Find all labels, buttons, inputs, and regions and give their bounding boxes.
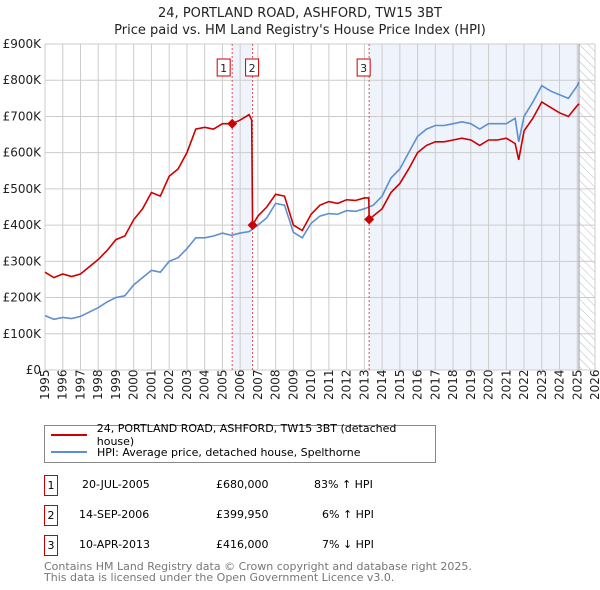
legend-swatch [51, 434, 87, 436]
property-price-line [44, 100, 580, 279]
legend-label: HPI: Average price, detached house, Spel… [97, 445, 361, 459]
y-tick-label: £200K [3, 291, 43, 305]
y-tick-label: £600K [3, 146, 43, 160]
x-tick-label: 2003 [180, 369, 194, 400]
sale-label: 1 [220, 62, 227, 75]
sale-point [364, 214, 375, 225]
sale-label-box [216, 58, 231, 77]
sale-price: £680,000 [216, 478, 269, 491]
x-tick-label: 2011 [322, 369, 336, 400]
shaded-period [369, 44, 580, 370]
sale-date: 10-APR-2013 [79, 538, 151, 551]
sale-label: 2 [249, 62, 256, 75]
sale-date: 20-JUL-2005 [82, 478, 150, 491]
x-tick-label: 2010 [304, 369, 318, 400]
sale-marker: 3 [44, 535, 58, 556]
x-tick-label: 2017 [428, 369, 442, 400]
sale-marker: 1 [44, 475, 58, 496]
footer-licence: This data is licensed under the Open Gov… [44, 571, 395, 584]
x-tick-label: 1996 [56, 369, 70, 400]
sale-hpi-diff: 7% ↓ HPI [322, 538, 374, 551]
sale-price: £416,000 [216, 538, 269, 551]
sale-marker: 2 [44, 505, 58, 526]
legend-item-hpi: HPI: Average price, detached house, Spel… [51, 444, 361, 460]
table-row: 1 20-JUL-2005 £680,000 83% ↑ HPI [44, 475, 544, 497]
hpi-line [44, 81, 580, 321]
footer-copyright: Contains HM Land Registry data © Crown c… [44, 560, 472, 573]
footer: Contains HM Land Registry data © Crown c… [44, 561, 472, 583]
x-tick-label: 2023 [535, 369, 549, 400]
sale-label: 3 [360, 62, 367, 75]
x-tick-label: 2014 [375, 369, 389, 400]
x-tick-label: 2018 [446, 369, 460, 400]
legend-item-property: 24, PORTLAND ROAD, ASHFORD, TW15 3BT (de… [51, 422, 435, 448]
price-chart: 1995 1996 1997 1998 1999 2000 2001 2002 2003 2004… [3, 37, 600, 400]
chart-title: 24, PORTLAND ROAD, ASHFORD, TW15 3BT [158, 6, 442, 21]
table-row: 3 10-APR-2013 £416,000 7% ↓ HPI [44, 535, 544, 557]
x-tick-label: 2016 [411, 369, 425, 400]
y-tick-label: £800K [3, 73, 43, 87]
x-tick-label: 1995 [38, 369, 52, 400]
y-tick-label: £700K [3, 109, 43, 123]
x-tick-label: 2015 [393, 369, 407, 400]
x-tick-label: 2024 [553, 369, 567, 400]
y-tick-label: £300K [3, 254, 43, 268]
legend: 24, PORTLAND ROAD, ASHFORD, TW15 3BT (de… [44, 422, 436, 463]
x-tick-label: 1998 [91, 369, 105, 400]
y-tick-label: £0 [26, 363, 41, 377]
x-tick-label: 2026 [588, 369, 600, 400]
sale-hpi-diff: 6% ↑ HPI [322, 508, 374, 521]
y-tick-label: £500K [3, 182, 43, 196]
x-tick-label: 2008 [269, 369, 283, 400]
x-tick-label: 2022 [517, 369, 531, 400]
forecast-hatch [579, 44, 595, 370]
x-tick-label: 2019 [464, 369, 478, 400]
y-tick-label: £900K [3, 37, 43, 51]
x-tick-label: 2005 [215, 369, 229, 400]
sale-hpi-diff: 83% ↑ HPI [314, 478, 373, 491]
x-tick-label: 1999 [109, 369, 123, 400]
x-tick-label: 2006 [233, 369, 247, 400]
x-tick-label: 2002 [162, 369, 176, 400]
chart-subtitle: Price paid vs. HM Land Registry's House … [114, 23, 486, 38]
x-tick-label: 2020 [482, 369, 496, 400]
x-tick-label: 2009 [286, 369, 300, 400]
sale-label-box [356, 58, 371, 77]
y-tick-label: £100K [3, 327, 43, 341]
x-tick-label: 2007 [251, 369, 265, 400]
sale-price: £399,950 [216, 508, 269, 521]
sale-point [247, 220, 258, 231]
x-tick-label: 2001 [144, 369, 158, 400]
y-tick-label: £400K [3, 218, 43, 232]
x-tick-label: 2021 [499, 369, 513, 400]
sale-date: 14-SEP-2006 [79, 508, 150, 521]
x-tick-label: 2000 [127, 369, 141, 400]
legend-label: 24, PORTLAND ROAD, ASHFORD, TW15 3BT (de… [96, 422, 397, 448]
legend-swatch [51, 451, 87, 453]
x-tick-label: 2012 [340, 369, 354, 400]
x-tick-label: 1997 [73, 369, 87, 400]
table-row: 2 14-SEP-2006 £399,950 6% ↑ HPI [44, 505, 544, 527]
sale-point [227, 118, 238, 129]
x-tick-label: 2013 [357, 369, 371, 400]
x-tick-label: 2025 [570, 369, 584, 400]
shaded-period [232, 44, 253, 370]
sale-label-box [245, 58, 260, 77]
x-tick-label: 2004 [198, 369, 212, 400]
